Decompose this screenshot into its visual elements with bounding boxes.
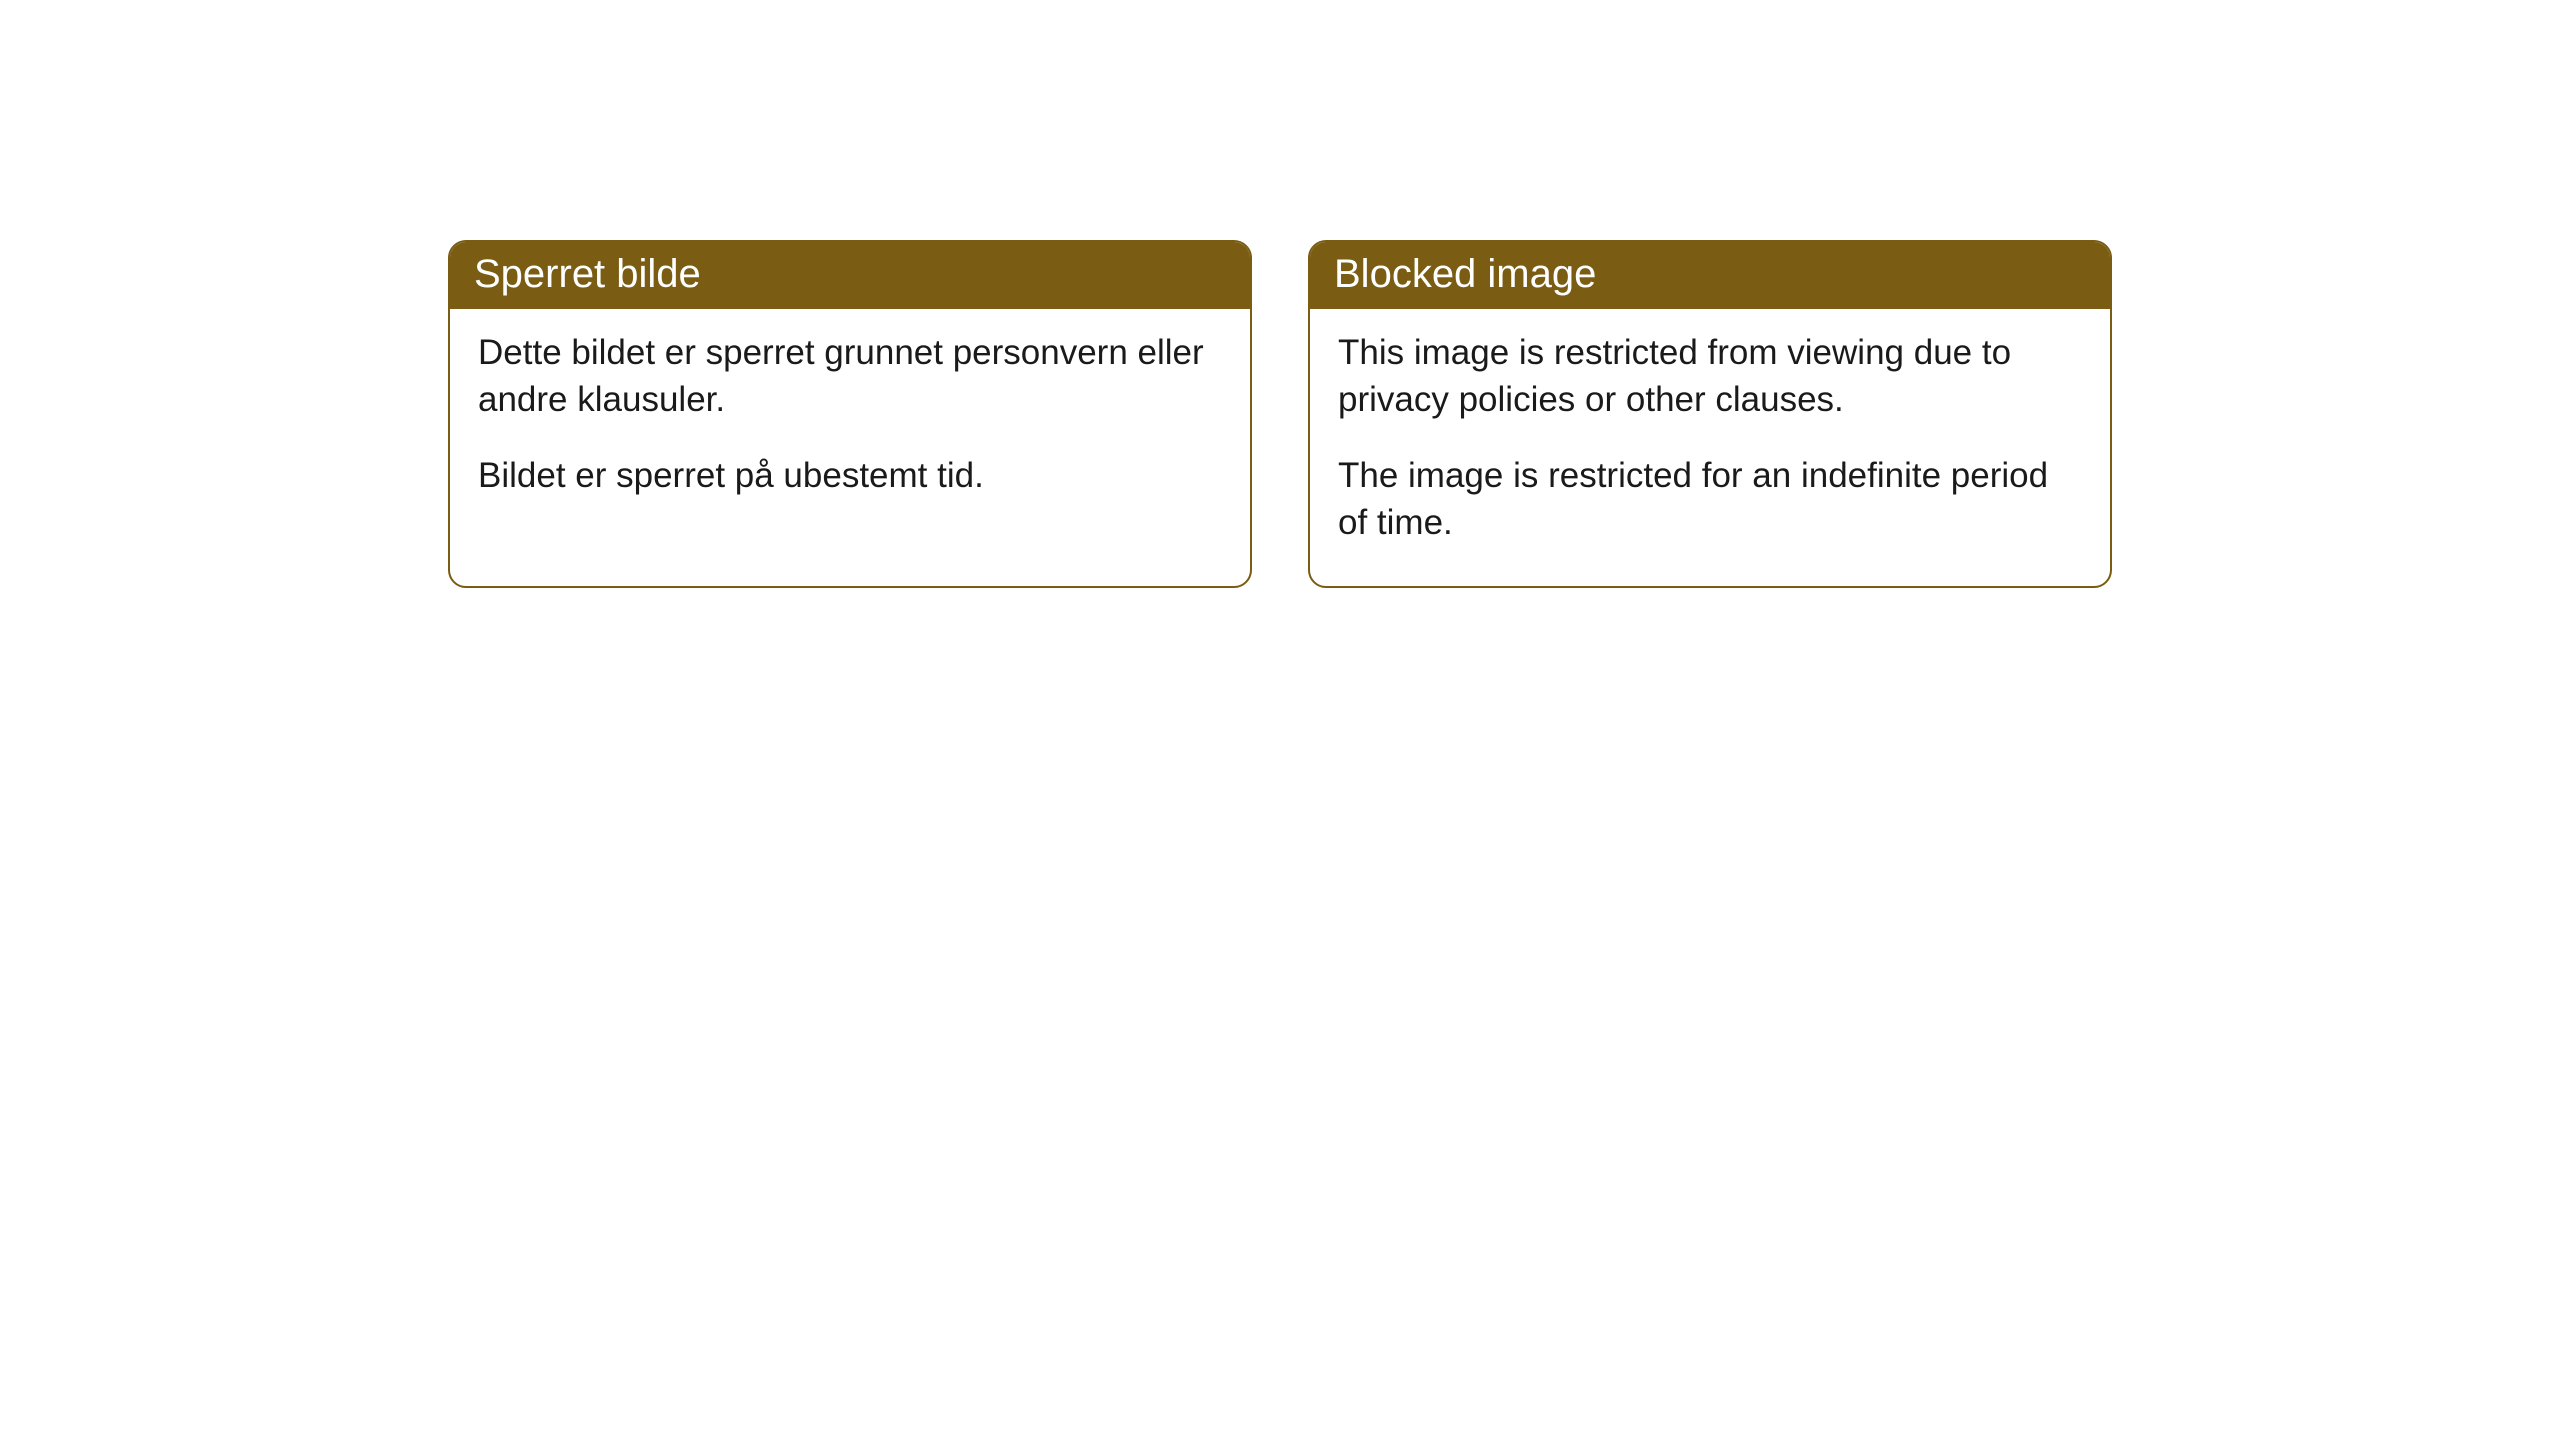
- card-header-en: Blocked image: [1310, 242, 2110, 309]
- card-text-en-1: This image is restricted from viewing du…: [1338, 329, 2082, 424]
- card-text-no-2: Bildet er sperret på ubestemt tid.: [478, 452, 1222, 499]
- card-body-en: This image is restricted from viewing du…: [1310, 309, 2110, 586]
- blocked-image-card-en: Blocked image This image is restricted f…: [1308, 240, 2112, 588]
- card-text-no-1: Dette bildet er sperret grunnet personve…: [478, 329, 1222, 424]
- blocked-image-card-no: Sperret bilde Dette bildet er sperret gr…: [448, 240, 1252, 588]
- card-text-en-2: The image is restricted for an indefinit…: [1338, 452, 2082, 547]
- cards-container: Sperret bilde Dette bildet er sperret gr…: [448, 240, 2112, 588]
- card-header-no: Sperret bilde: [450, 242, 1250, 309]
- card-body-no: Dette bildet er sperret grunnet personve…: [450, 309, 1250, 539]
